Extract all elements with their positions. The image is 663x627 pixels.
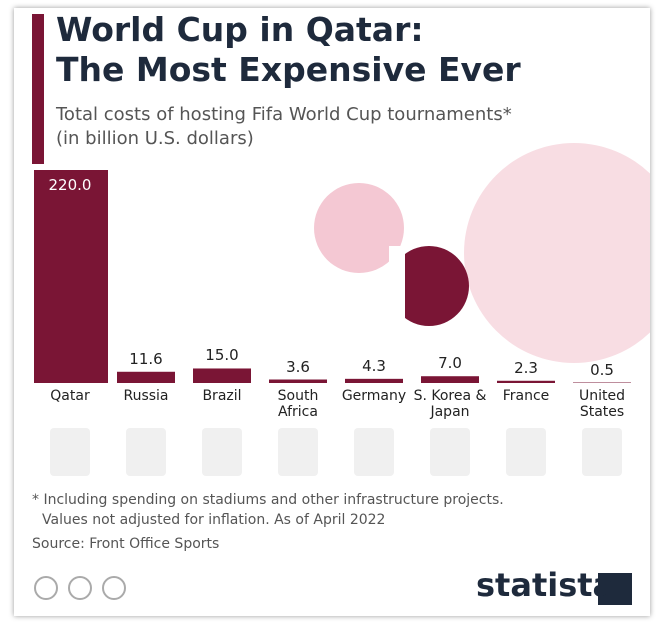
tournament-logo: [506, 428, 546, 476]
x-tick-label: S. Korea & Japan: [413, 388, 487, 420]
decorations: [34, 143, 650, 605]
flag-stripe: [389, 246, 405, 326]
tournament-logo: [126, 428, 166, 476]
x-tick-label: France: [502, 388, 550, 404]
infographic: World Cup in Qatar: The Most Expensive E…: [14, 8, 650, 616]
license-icon: [68, 576, 92, 600]
flag-decoration: [389, 246, 469, 326]
ball-decoration: [464, 143, 650, 363]
license-icon: [34, 576, 58, 600]
tournament-logo: [582, 428, 622, 476]
value-label: 15.0: [205, 346, 239, 365]
license-icon: [102, 576, 126, 600]
source: Source: Front Office Sports: [32, 536, 220, 552]
title: The Most Expensive Ever: [56, 50, 521, 89]
bar: [345, 378, 403, 383]
bar: [421, 376, 479, 383]
accent-bar: [32, 14, 44, 164]
value-label: 11.6: [129, 349, 163, 368]
value-label: 4.3: [362, 356, 386, 375]
x-tick-label: Qatar: [50, 388, 90, 404]
value-label: 3.6: [286, 357, 310, 376]
bar: [34, 170, 108, 383]
x-tick-label: Brazil: [202, 388, 242, 404]
x-tick-label: Germany: [341, 388, 407, 404]
bar: [117, 371, 175, 383]
brand-logo: [598, 573, 632, 605]
bar: [193, 368, 251, 383]
value-label: 0.5: [590, 360, 614, 379]
tournament-logo: [430, 428, 470, 476]
bar: [497, 380, 555, 383]
tournament-logo: [354, 428, 394, 476]
x-tick-label: Russia: [123, 388, 169, 404]
tournament-logo: [278, 428, 318, 476]
note: Values not adjusted for inflation. As of…: [42, 512, 386, 528]
brand: statista: [476, 566, 615, 604]
note: * Including spending on stadiums and oth…: [32, 492, 504, 508]
x-tick-label: United States: [579, 388, 625, 420]
value-label: 220.0: [48, 176, 92, 194]
tournament-logo: [50, 428, 90, 476]
bar: [269, 379, 327, 383]
subtitle: Total costs of hosting Fifa World Cup to…: [56, 104, 512, 125]
value-label: 7.0: [438, 354, 462, 373]
subtitle: (in billion U.S. dollars): [56, 128, 254, 149]
dollar-decoration: [314, 183, 404, 273]
tournament-logo: [202, 428, 242, 476]
x-tick-label: South Africa: [277, 388, 319, 420]
title: World Cup in Qatar:: [56, 10, 424, 49]
value-label: 2.3: [514, 358, 538, 377]
